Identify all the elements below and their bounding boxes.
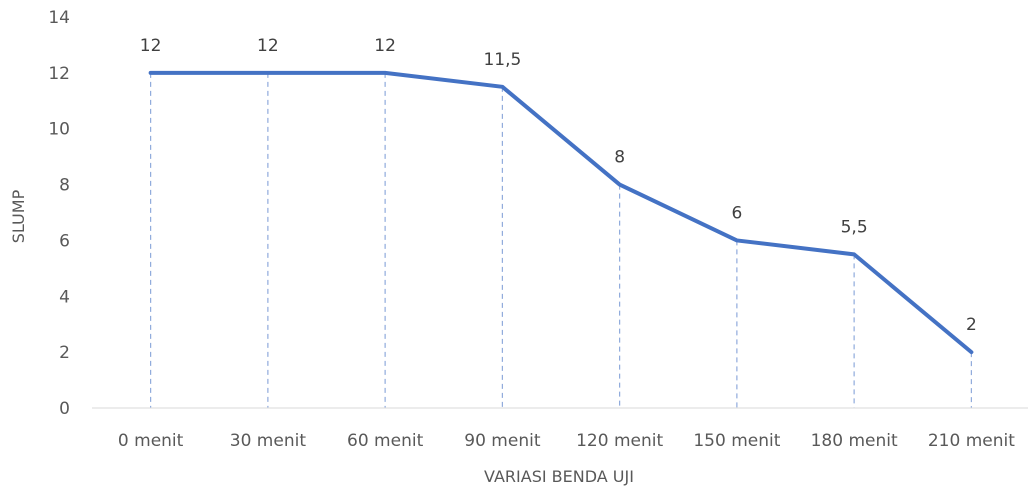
x-tick-label: 150 menit — [693, 431, 780, 451]
y-axis-title: SLUMP — [9, 189, 28, 243]
y-tick-label: 8 — [59, 176, 70, 196]
y-tick-label: 14 — [48, 8, 70, 28]
x-tick-label: 210 menit — [928, 431, 1015, 451]
y-tick-label: 4 — [59, 287, 70, 307]
y-tick-label: 10 — [48, 120, 70, 140]
data-label: 12 — [257, 36, 279, 56]
data-labels: 12 12 12 11,5 8 6 5,5 2 — [140, 36, 977, 335]
series-line — [148, 70, 974, 355]
x-axis-title: VARIASI BENDA UJI — [484, 467, 634, 486]
y-tick-label: 12 — [48, 64, 70, 84]
y-tick-label: 0 — [59, 399, 70, 419]
x-tick-labels: 0 menit 30 menit 60 menit 90 menit 120 menit… — [118, 431, 1015, 451]
data-label: 12 — [374, 36, 396, 56]
data-label: 8 — [614, 148, 625, 168]
y-tick-label: 2 — [59, 343, 70, 363]
drop-lines — [150, 72, 972, 408]
y-tick-labels: 0 2 4 6 8 10 12 14 — [48, 8, 70, 419]
data-label: 12 — [140, 36, 162, 56]
data-label: 11,5 — [483, 50, 521, 70]
x-tick-label: 180 menit — [811, 431, 898, 451]
data-label: 5,5 — [841, 217, 868, 237]
x-tick-label: 120 menit — [576, 431, 663, 451]
x-tick-label: 0 menit — [118, 431, 184, 451]
x-tick-label: 90 menit — [464, 431, 541, 451]
data-label: 6 — [731, 203, 742, 223]
data-label: 2 — [966, 315, 977, 335]
x-tick-label: 30 menit — [230, 431, 307, 451]
y-tick-label: 6 — [59, 231, 70, 251]
x-tick-label: 60 menit — [347, 431, 424, 451]
